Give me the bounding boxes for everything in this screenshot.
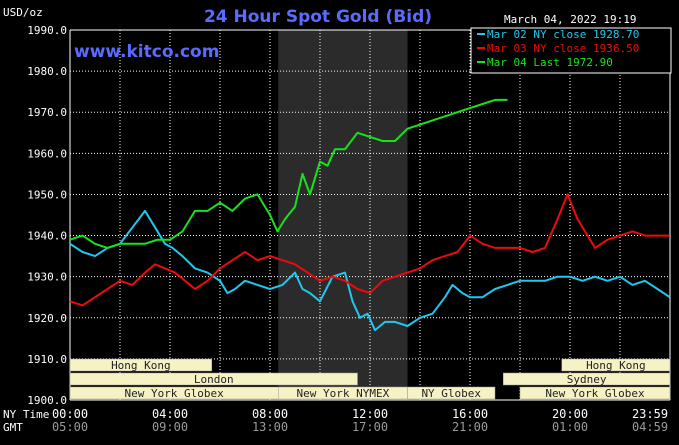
y-tick-label: 1980.0 — [27, 65, 67, 78]
x-tick-label-gmt: 01:00 — [552, 420, 588, 434]
y-tick-label: 1900.0 — [27, 394, 67, 407]
x-tick-label-ny: 08:00 — [252, 407, 288, 421]
x-tick-label-ny: 20:00 — [552, 407, 588, 421]
x-tick-label-gmt: 13:00 — [252, 420, 288, 434]
y-tick-label: 1920.0 — [27, 312, 67, 325]
gmt-label: GMT — [3, 421, 23, 434]
session-bar — [69, 372, 358, 386]
session-bar — [407, 386, 496, 400]
legend-entry: Mar 03 NY close 1936.50 — [487, 42, 639, 55]
session-bar — [69, 358, 212, 372]
ny-time-label: NY Time — [3, 408, 49, 421]
y-tick-label: 1950.0 — [27, 188, 67, 201]
legend-box — [470, 27, 672, 74]
x-tick-label-ny: 16:00 — [452, 407, 488, 421]
x-tick-label-ny: 12:00 — [352, 407, 388, 421]
x-tick-label-gmt: 05:00 — [52, 420, 88, 434]
session-bar — [519, 386, 671, 400]
session-label: Hong Kong — [586, 359, 646, 372]
series-line — [69, 98, 508, 249]
legend-entry: Mar 02 NY close 1928.70 — [487, 28, 639, 41]
session-bar — [561, 358, 671, 372]
session-bar — [503, 372, 671, 386]
x-tick-label-gmt: 04:59 — [632, 420, 668, 434]
y-tick-label: 1960.0 — [27, 147, 67, 160]
y-tick-label: 1940.0 — [27, 230, 67, 243]
session-label: New York Globex — [124, 387, 224, 400]
x-tick-label-ny: 23:59 — [632, 407, 668, 421]
legend-entry: Mar 04 Last 1972.90 — [487, 56, 613, 69]
session-label: New York Globex — [545, 387, 645, 400]
x-tick-label-gmt: 21:00 — [452, 420, 488, 434]
session-label: Hong Kong — [111, 359, 171, 372]
y-tick-label: 1910.0 — [27, 353, 67, 366]
session-label: New York NYMEX — [297, 387, 390, 400]
session-label: NY Globex — [421, 387, 481, 400]
y-tick-label: 1930.0 — [27, 271, 67, 284]
series-line — [69, 209, 671, 332]
x-tick-label-gmt: 17:00 — [352, 420, 388, 434]
x-tick-label-ny: 00:00 — [52, 407, 88, 421]
series-line — [69, 193, 670, 307]
session-label: London — [194, 373, 234, 386]
nymex-session-band — [278, 30, 408, 400]
datetime-label: March 04, 2022 19:19 — [504, 13, 636, 26]
y-tick-label: 1990.0 — [27, 24, 67, 37]
unit-label: USD/oz — [3, 6, 43, 19]
y-tick-label: 1970.0 — [27, 106, 67, 119]
x-tick-label-gmt: 09:00 — [152, 420, 188, 434]
chart-title: 24 Hour Spot Gold (Bid) — [204, 7, 432, 27]
x-tick-label-ny: 04:00 — [152, 407, 188, 421]
session-label: Sydney — [567, 373, 607, 386]
watermark: www.kitco.com — [74, 42, 219, 62]
